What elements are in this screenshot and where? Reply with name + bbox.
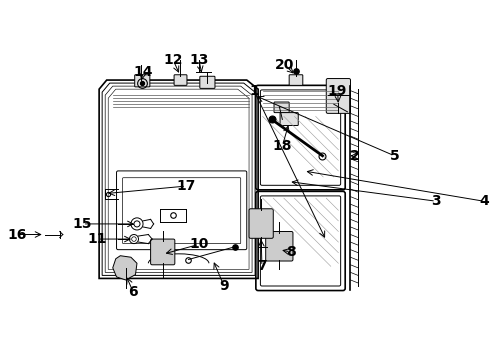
FancyBboxPatch shape xyxy=(174,75,187,85)
Text: 11: 11 xyxy=(88,232,107,246)
Text: 4: 4 xyxy=(479,194,489,208)
Text: 1: 1 xyxy=(249,84,259,98)
FancyBboxPatch shape xyxy=(280,113,298,126)
Text: 6: 6 xyxy=(128,285,138,299)
Text: 8: 8 xyxy=(286,245,295,259)
Text: 14: 14 xyxy=(133,66,153,80)
FancyBboxPatch shape xyxy=(266,231,293,261)
Text: 18: 18 xyxy=(272,139,292,153)
Text: 9: 9 xyxy=(219,279,229,293)
Polygon shape xyxy=(113,256,137,280)
Text: 7: 7 xyxy=(257,259,267,273)
Text: 16: 16 xyxy=(8,228,27,242)
FancyBboxPatch shape xyxy=(289,75,303,85)
Text: 12: 12 xyxy=(164,53,183,67)
Text: 20: 20 xyxy=(275,58,294,72)
Text: 13: 13 xyxy=(189,53,209,67)
Text: 10: 10 xyxy=(189,237,209,251)
FancyBboxPatch shape xyxy=(249,209,273,238)
Text: 17: 17 xyxy=(176,179,196,193)
FancyBboxPatch shape xyxy=(150,239,175,265)
Text: 3: 3 xyxy=(431,194,441,208)
Text: 2: 2 xyxy=(350,149,360,163)
Text: 5: 5 xyxy=(390,149,399,163)
FancyBboxPatch shape xyxy=(326,78,350,113)
FancyBboxPatch shape xyxy=(135,75,150,87)
Text: 19: 19 xyxy=(328,84,347,98)
FancyBboxPatch shape xyxy=(274,102,289,113)
FancyBboxPatch shape xyxy=(200,76,215,89)
Text: 15: 15 xyxy=(73,217,92,231)
